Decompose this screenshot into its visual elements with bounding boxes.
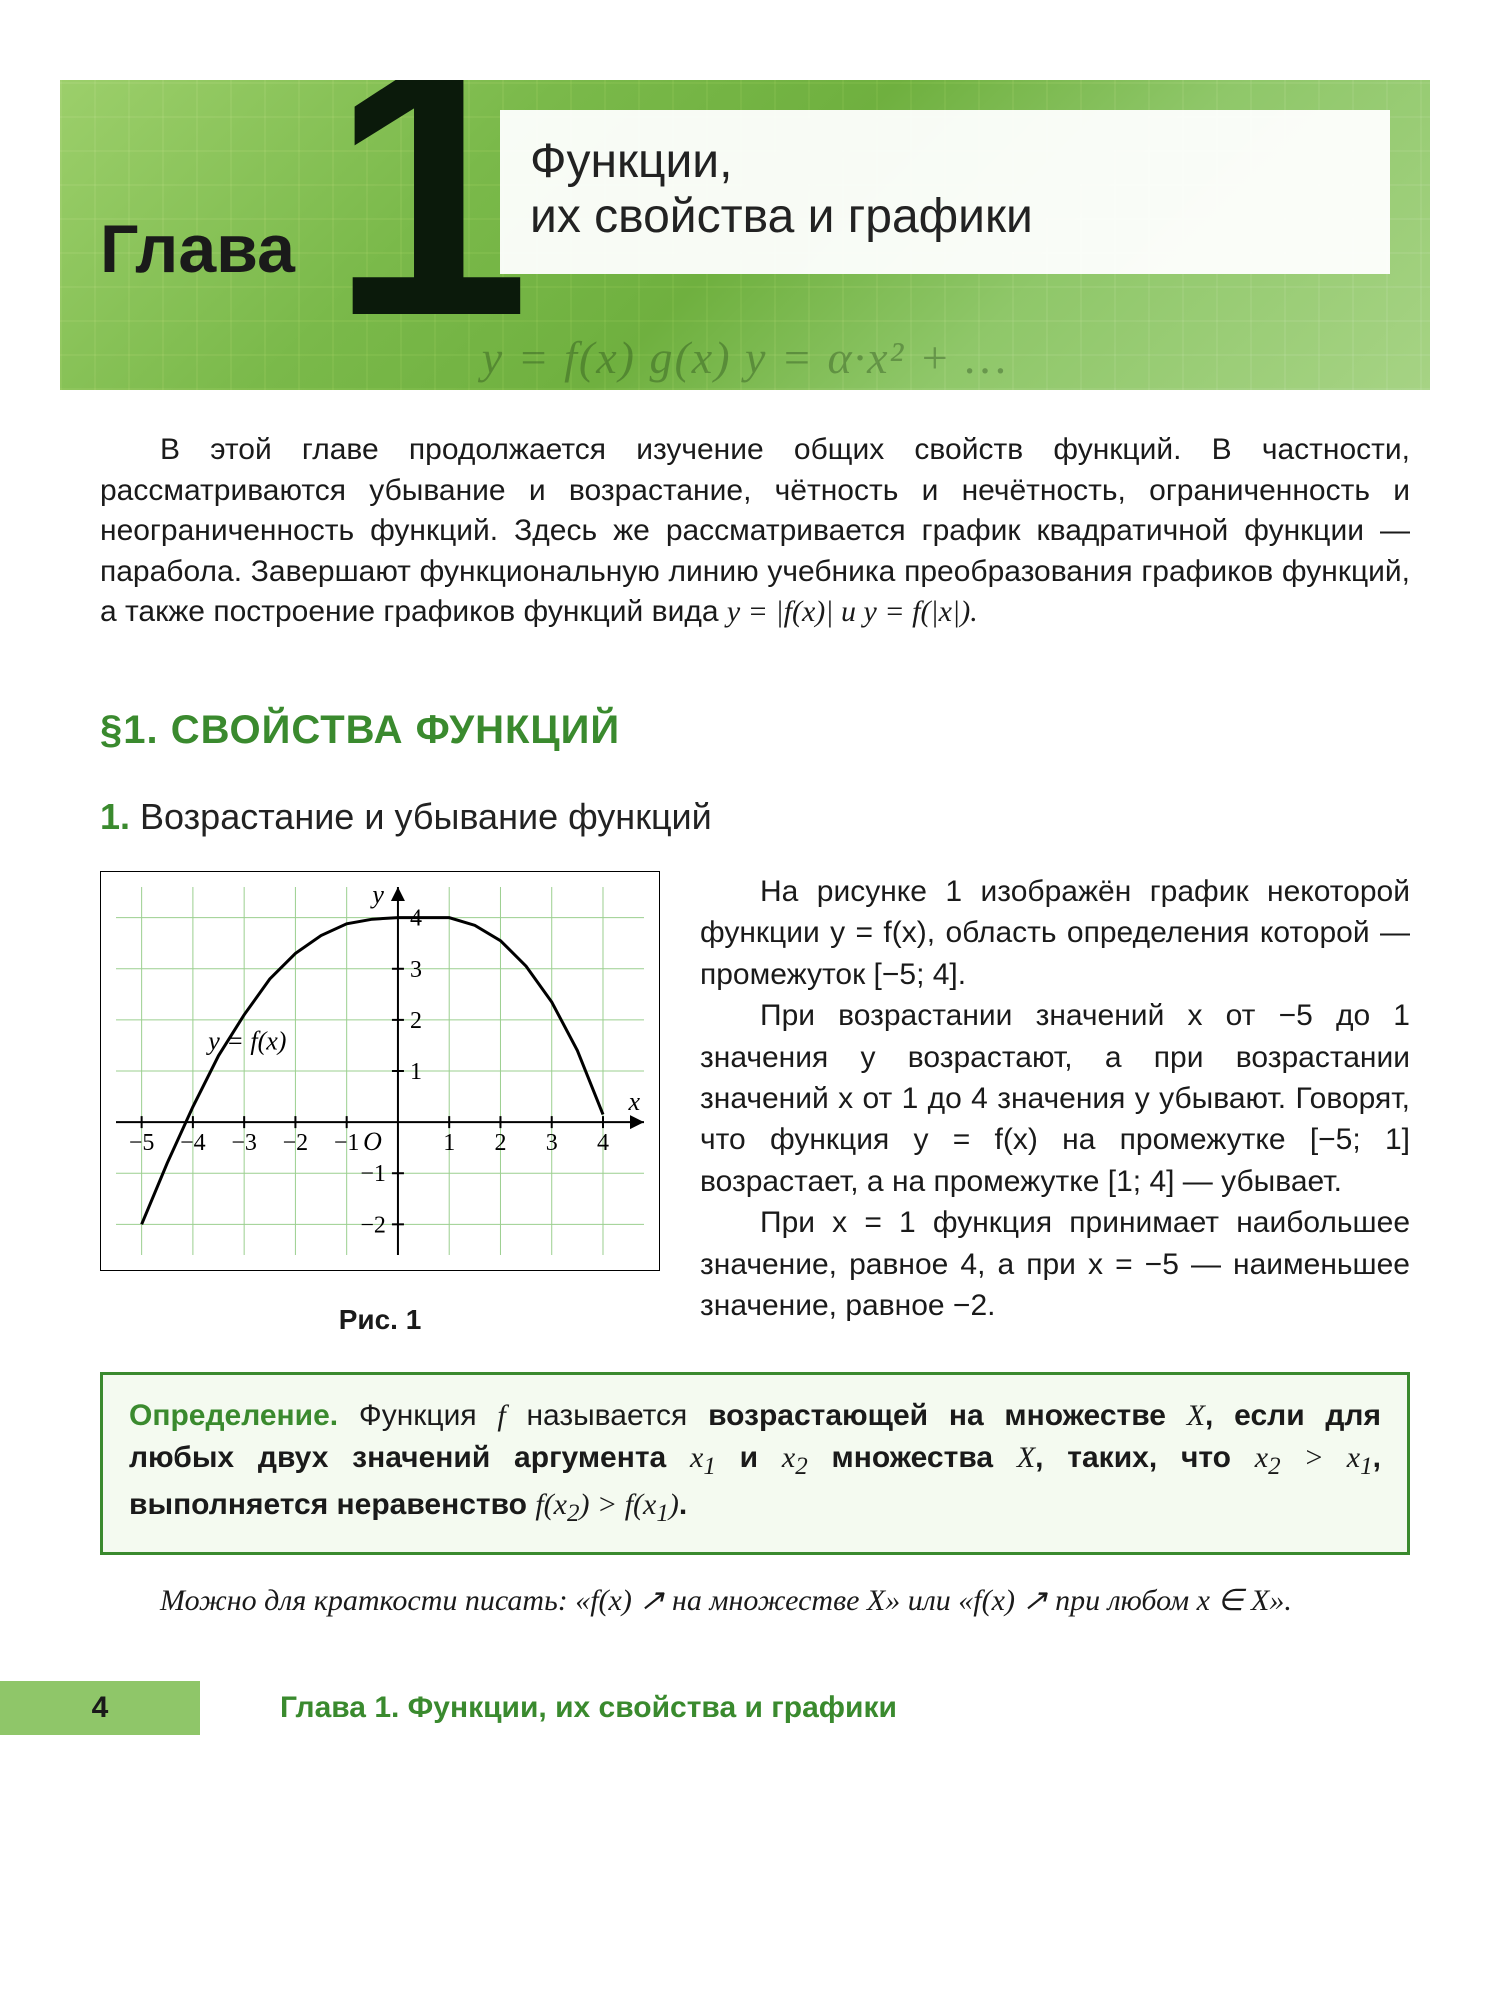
para-3: При x = 1 функция принимает наибольшее з… — [700, 1202, 1410, 1326]
paragraph-cell: На рисунке 1 изображён график некоторой … — [700, 871, 1410, 1326]
svg-text:x: x — [627, 1087, 640, 1116]
svg-text:−2: −2 — [283, 1130, 309, 1156]
page-number-tab: 4 — [0, 1681, 200, 1735]
tail-paragraph: Можно для краткости писать: «f(x) ↗ на м… — [100, 1581, 1410, 1622]
svg-text:−1: −1 — [360, 1161, 386, 1187]
para-1-text: На рисунке 1 изображён график некоторой … — [700, 875, 1410, 991]
svg-text:−2: −2 — [360, 1212, 386, 1238]
figure-caption: Рис. 1 — [100, 1301, 660, 1339]
section-heading: §1. СВОЙСТВА ФУНКЦИЙ — [100, 703, 1410, 757]
tail-text: Можно для краткости писать: «f(x) ↗ на м… — [160, 1584, 1292, 1617]
svg-text:−3: −3 — [231, 1130, 257, 1156]
para-3-text: При x = 1 функция принимает наибольшее з… — [700, 1206, 1410, 1322]
chapter-number: 1 — [330, 80, 520, 370]
chapter-title-block: Функции, их свойства и графики — [500, 110, 1390, 274]
subsection-title: Возрастание и убывание функций — [130, 796, 712, 837]
banner-decor-formula: y = f(x) g(x) y = α·x² + … — [60, 331, 1430, 384]
svg-text:y: y — [369, 880, 384, 909]
svg-text:3: 3 — [410, 957, 422, 983]
subsection-heading: 1. Возрастание и убывание функций — [100, 793, 1410, 842]
chapter-word: Глава — [100, 210, 295, 288]
svg-text:−1: −1 — [334, 1130, 360, 1156]
figure-1-chart: −5−4−3−2−11234−2−11234Oxyy = f(x) — [100, 871, 660, 1271]
chapter-title-line1: Функции, — [530, 134, 1340, 189]
svg-text:4: 4 — [597, 1130, 609, 1156]
svg-text:1: 1 — [410, 1059, 422, 1085]
svg-text:2: 2 — [494, 1130, 506, 1156]
svg-text:3: 3 — [546, 1130, 558, 1156]
subsection-number: 1. — [100, 796, 130, 837]
svg-text:O: O — [363, 1127, 382, 1156]
running-title: Глава 1. Функции, их свойства и графики — [280, 1691, 897, 1725]
svg-text:y = f(x): y = f(x) — [205, 1027, 286, 1056]
figure-row: −5−4−3−2−11234−2−11234Oxyy = f(x) Рис. 1… — [100, 871, 1410, 1338]
svg-text:2: 2 — [410, 1008, 422, 1034]
intro-formula: y = |f(x)| и y = f(|x|). — [727, 595, 978, 628]
para-1: На рисунке 1 изображён график некоторой … — [700, 871, 1410, 995]
para-2: При возрастании значений x от −5 до 1 зн… — [700, 995, 1410, 1202]
content-area: В этой главе продолжается изучение общих… — [0, 390, 1490, 1621]
intro-paragraph: В этой главе продолжается изучение общих… — [100, 430, 1410, 633]
definition-box: Определение. Функция f называется возрас… — [100, 1372, 1410, 1554]
chapter-banner: 1 Глава Функции, их свойства и графики y… — [60, 80, 1430, 390]
para-2-text: При возрастании значений x от −5 до 1 зн… — [700, 999, 1410, 1198]
svg-text:−5: −5 — [129, 1130, 155, 1156]
page-footer: 4 Глава 1. Функции, их свойства и график… — [0, 1681, 1490, 1735]
svg-text:1: 1 — [443, 1130, 455, 1156]
svg-text:−4: −4 — [180, 1130, 206, 1156]
chapter-title-line2: их свойства и графики — [530, 189, 1340, 244]
definition-word: Определение. — [129, 1399, 338, 1432]
figure-cell: −5−4−3−2−11234−2−11234Oxyy = f(x) Рис. 1 — [100, 871, 660, 1338]
page: 1 Глава Функции, их свойства и графики y… — [0, 80, 1490, 1775]
